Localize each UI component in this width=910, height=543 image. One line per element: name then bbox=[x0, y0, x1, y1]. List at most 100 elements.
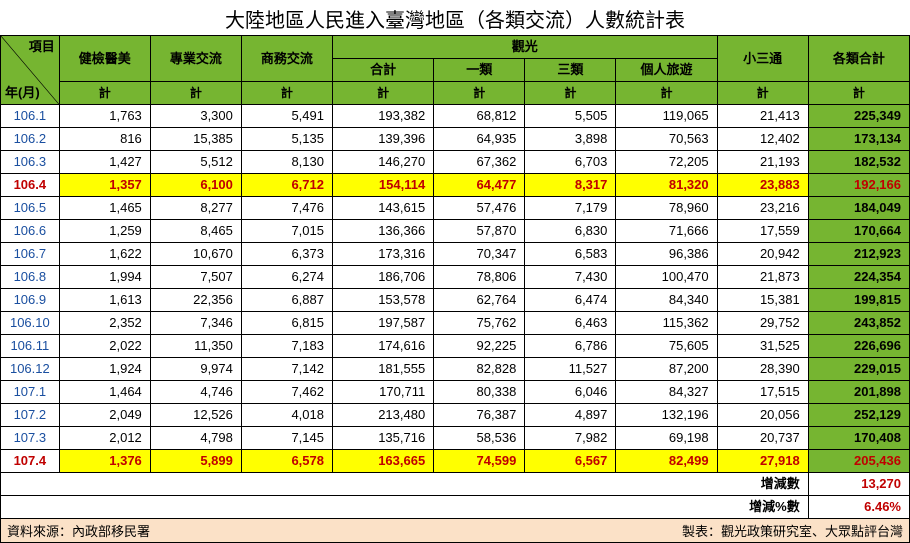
value-cell: 7,183 bbox=[241, 335, 332, 358]
value-cell: 7,142 bbox=[241, 358, 332, 381]
value-cell: 1,259 bbox=[59, 220, 150, 243]
value-cell: 1,464 bbox=[59, 381, 150, 404]
value-cell: 75,605 bbox=[616, 335, 717, 358]
period-cell: 106.11 bbox=[1, 335, 60, 358]
value-cell: 6,887 bbox=[241, 289, 332, 312]
col-biz: 商務交流 bbox=[241, 36, 332, 82]
value-cell: 6,463 bbox=[525, 312, 616, 335]
value-cell: 82,499 bbox=[616, 450, 717, 473]
pct-value: 6.46% bbox=[808, 496, 909, 519]
value-cell: 173,316 bbox=[332, 243, 433, 266]
value-cell: 1,613 bbox=[59, 289, 150, 312]
value-cell: 6,578 bbox=[241, 450, 332, 473]
col-tour-one: 一類 bbox=[434, 59, 525, 82]
value-cell: 816 bbox=[59, 128, 150, 151]
table-row: 107.11,4644,7467,462170,71180,3386,04684… bbox=[1, 381, 910, 404]
value-cell: 15,385 bbox=[150, 128, 241, 151]
table-row: 106.41,3576,1006,712154,11464,4778,31781… bbox=[1, 174, 910, 197]
period-cell: 106.12 bbox=[1, 358, 60, 381]
value-cell: 22,356 bbox=[150, 289, 241, 312]
value-cell: 78,960 bbox=[616, 197, 717, 220]
col-prof: 專業交流 bbox=[150, 36, 241, 82]
value-cell: 4,746 bbox=[150, 381, 241, 404]
table-row: 106.281615,3855,135139,39664,9353,89870,… bbox=[1, 128, 910, 151]
total-cell: 252,129 bbox=[808, 404, 909, 427]
period-cell: 107.2 bbox=[1, 404, 60, 427]
table-row: 106.81,9947,5076,274186,70678,8067,43010… bbox=[1, 266, 910, 289]
value-cell: 20,737 bbox=[717, 427, 808, 450]
value-cell: 186,706 bbox=[332, 266, 433, 289]
value-cell: 64,477 bbox=[434, 174, 525, 197]
period-cell: 106.5 bbox=[1, 197, 60, 220]
value-cell: 6,373 bbox=[241, 243, 332, 266]
value-cell: 23,216 bbox=[717, 197, 808, 220]
value-cell: 1,376 bbox=[59, 450, 150, 473]
total-cell: 182,532 bbox=[808, 151, 909, 174]
value-cell: 8,277 bbox=[150, 197, 241, 220]
table-header: 項目 年(月) 健檢醫美 專業交流 商務交流 觀光 小三通 各類合計 合計 一類… bbox=[1, 36, 910, 105]
value-cell: 213,480 bbox=[332, 404, 433, 427]
value-cell: 15,381 bbox=[717, 289, 808, 312]
value-cell: 72,205 bbox=[616, 151, 717, 174]
total-cell: 225,349 bbox=[808, 105, 909, 128]
value-cell: 4,897 bbox=[525, 404, 616, 427]
sub-ji: 計 bbox=[332, 82, 433, 105]
value-cell: 6,567 bbox=[525, 450, 616, 473]
value-cell: 181,555 bbox=[332, 358, 433, 381]
value-cell: 8,317 bbox=[525, 174, 616, 197]
value-cell: 78,806 bbox=[434, 266, 525, 289]
value-cell: 1,427 bbox=[59, 151, 150, 174]
value-cell: 69,198 bbox=[616, 427, 717, 450]
col-tour-three: 三類 bbox=[525, 59, 616, 82]
footer-credit: 製表：觀光政策研究室、大眾點評台灣 bbox=[682, 521, 903, 540]
value-cell: 2,012 bbox=[59, 427, 150, 450]
footer: 資料來源：內政部移民署 製表：觀光政策研究室、大眾點評台灣 bbox=[0, 519, 910, 543]
value-cell: 1,357 bbox=[59, 174, 150, 197]
value-cell: 57,476 bbox=[434, 197, 525, 220]
total-cell: 184,049 bbox=[808, 197, 909, 220]
value-cell: 7,346 bbox=[150, 312, 241, 335]
period-cell: 106.10 bbox=[1, 312, 60, 335]
value-cell: 2,049 bbox=[59, 404, 150, 427]
value-cell: 82,828 bbox=[434, 358, 525, 381]
total-cell: 199,815 bbox=[808, 289, 909, 312]
value-cell: 8,130 bbox=[241, 151, 332, 174]
table-row: 106.102,3527,3466,815197,58775,7626,4631… bbox=[1, 312, 910, 335]
value-cell: 6,100 bbox=[150, 174, 241, 197]
value-cell: 119,065 bbox=[616, 105, 717, 128]
sub-ji: 計 bbox=[808, 82, 909, 105]
value-cell: 9,974 bbox=[150, 358, 241, 381]
period-cell: 106.9 bbox=[1, 289, 60, 312]
diff-value: 13,270 bbox=[808, 473, 909, 496]
value-cell: 70,347 bbox=[434, 243, 525, 266]
value-cell: 100,470 bbox=[616, 266, 717, 289]
sub-ji: 計 bbox=[241, 82, 332, 105]
period-cell: 106.4 bbox=[1, 174, 60, 197]
total-cell: 170,408 bbox=[808, 427, 909, 450]
diff-label: 增減數 bbox=[1, 473, 809, 496]
table-row: 106.71,62210,6706,373173,31670,3476,5839… bbox=[1, 243, 910, 266]
period-cell: 106.1 bbox=[1, 105, 60, 128]
value-cell: 5,505 bbox=[525, 105, 616, 128]
value-cell: 2,352 bbox=[59, 312, 150, 335]
value-cell: 7,507 bbox=[150, 266, 241, 289]
value-cell: 1,622 bbox=[59, 243, 150, 266]
value-cell: 67,362 bbox=[434, 151, 525, 174]
value-cell: 170,711 bbox=[332, 381, 433, 404]
table-summary: 增減數 13,270 增減%數 6.46% bbox=[1, 473, 910, 519]
table-container: 大陸地區人民進入臺灣地區（各類交流）人數統計表 項目 年(月) 健檢醫美 專業交… bbox=[0, 0, 910, 543]
value-cell: 20,942 bbox=[717, 243, 808, 266]
table-row: 107.41,3765,8996,578163,66574,5996,56782… bbox=[1, 450, 910, 473]
sub-ji: 計 bbox=[616, 82, 717, 105]
value-cell: 154,114 bbox=[332, 174, 433, 197]
table-row: 106.51,4658,2777,476143,61557,4767,17978… bbox=[1, 197, 910, 220]
value-cell: 96,386 bbox=[616, 243, 717, 266]
value-cell: 5,135 bbox=[241, 128, 332, 151]
value-cell: 153,578 bbox=[332, 289, 433, 312]
sub-ji: 計 bbox=[434, 82, 525, 105]
value-cell: 23,883 bbox=[717, 174, 808, 197]
table-body: 106.11,7633,3005,491193,38268,8125,50511… bbox=[1, 105, 910, 473]
value-cell: 17,515 bbox=[717, 381, 808, 404]
value-cell: 4,018 bbox=[241, 404, 332, 427]
sub-ji: 計 bbox=[717, 82, 808, 105]
